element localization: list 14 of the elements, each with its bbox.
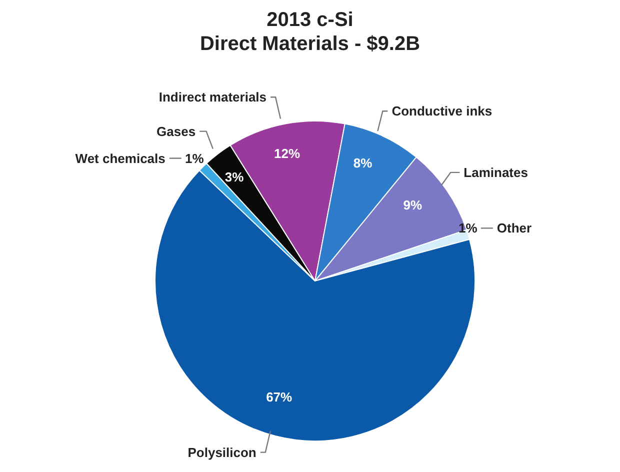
data-label: 12%: [274, 146, 300, 161]
data-label: 9%: [403, 198, 422, 212]
slice-label: Conductive inks: [392, 104, 492, 119]
chart-title: 2013 c-Si Direct Materials - $9.2B: [198, 8, 422, 56]
data-label: 1%: [185, 150, 204, 166]
slice-label: Polysilicon: [188, 444, 256, 460]
slice-label: Gases: [156, 124, 196, 139]
slice-label: Indirect materials: [158, 90, 267, 105]
data-label: 8%: [353, 155, 373, 170]
data-label: 67%: [266, 389, 293, 404]
slice-label: Wet chemicals: [75, 150, 166, 166]
slice-label: Laminates: [464, 164, 528, 180]
data-label: 3%: [224, 169, 244, 184]
slice-label: Other: [496, 220, 532, 236]
